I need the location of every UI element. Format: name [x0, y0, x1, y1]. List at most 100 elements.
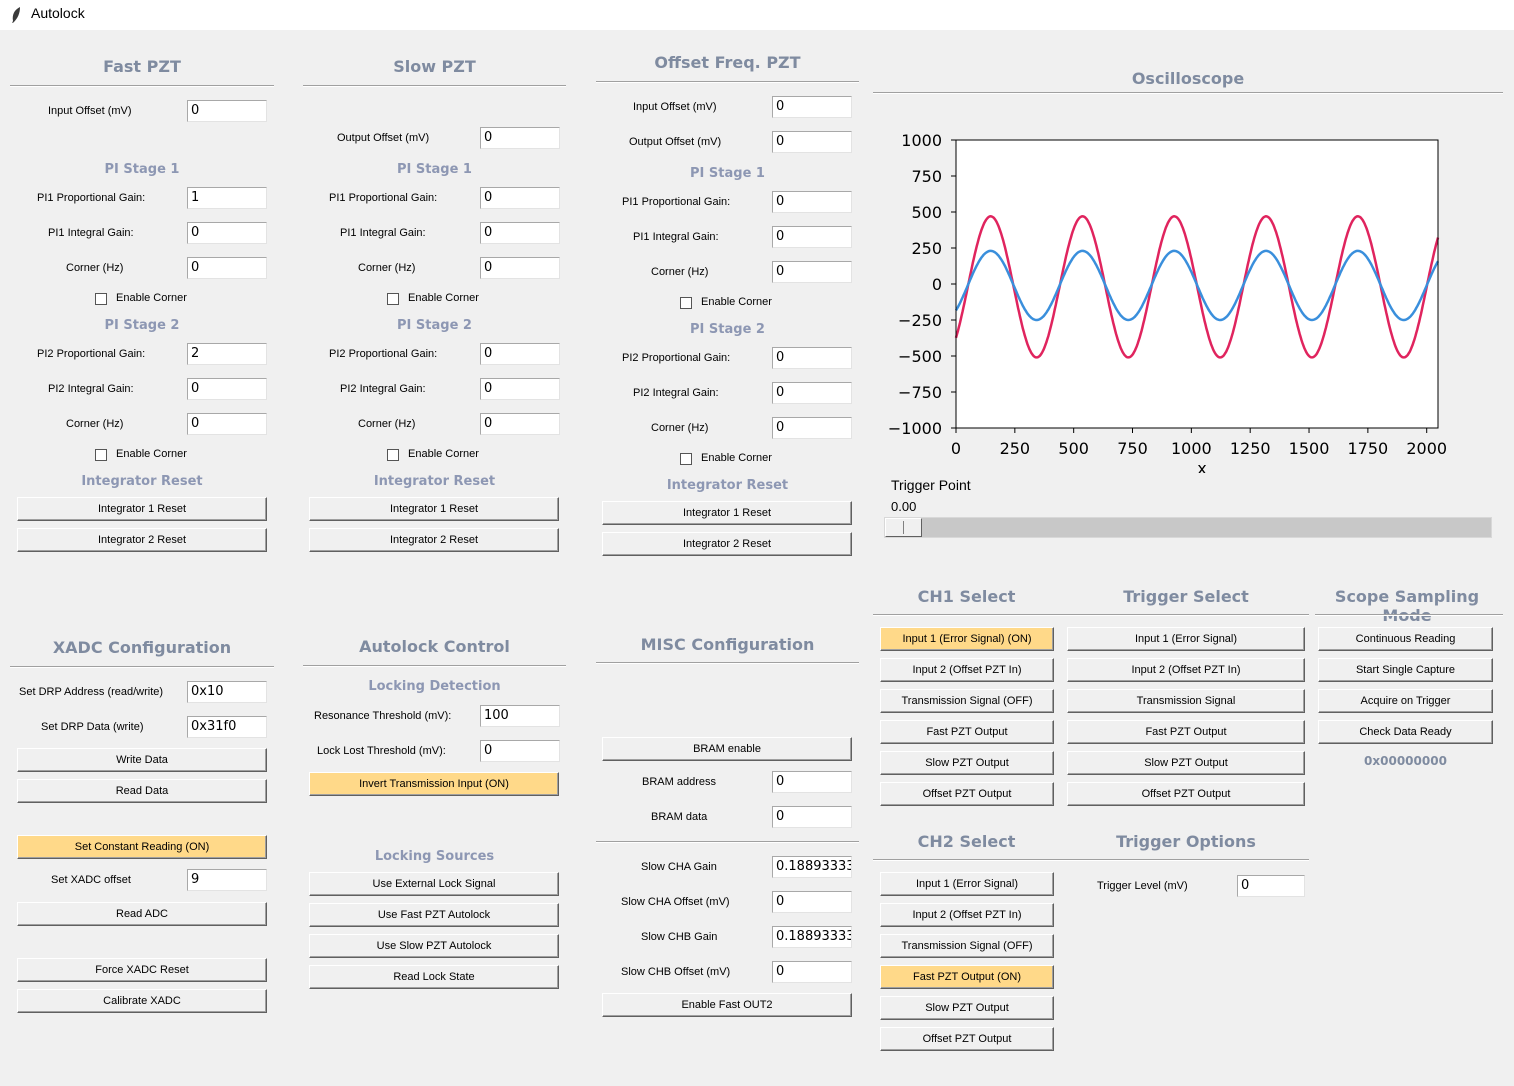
enable-fast-out2-button[interactable]: Enable Fast OUT2 — [602, 993, 852, 1017]
ch1-trigger-divider — [873, 614, 1309, 616]
fast-pzt-title: Fast PZT — [103, 57, 181, 76]
ch2-slow-pzt-button[interactable]: Slow PZT Output — [880, 996, 1054, 1020]
slow-cha-offset-input[interactable]: 0 — [772, 891, 852, 913]
scope-mode-title: Scope Sampling Mode — [1334, 587, 1480, 625]
offset-pi2-enable-corner-checkbox[interactable] — [680, 453, 692, 465]
slow-integrator1-reset-button[interactable]: Integrator 1 Reset — [309, 497, 559, 521]
ch1-transmission-button[interactable]: Transmission Signal (OFF) — [880, 689, 1054, 713]
offset-pi2-corner-input[interactable]: 0 — [772, 417, 852, 439]
fast-pi2-int-input[interactable]: 0 — [187, 378, 267, 400]
bram-address-input[interactable]: 0 — [772, 771, 852, 793]
bram-data-input[interactable]: 0 — [772, 806, 852, 828]
ch2-fast-pzt-button[interactable]: Fast PZT Output (ON) — [880, 965, 1054, 989]
fast-pi2-enable-corner-checkbox[interactable] — [95, 449, 107, 461]
start-single-capture-button[interactable]: Start Single Capture — [1318, 658, 1493, 682]
slow-pi2-int-input[interactable]: 0 — [480, 378, 560, 400]
trigger-level-input[interactable]: 0 — [1237, 875, 1305, 897]
drp-address-input[interactable]: 0x10 — [187, 681, 267, 703]
read-adc-button[interactable]: Read ADC — [17, 902, 267, 926]
x-tick-label: 1750 — [1348, 439, 1389, 458]
offset-pi1-int-input[interactable]: 0 — [772, 226, 852, 248]
trigger-input1-button[interactable]: Input 1 (Error Signal) — [1067, 627, 1305, 651]
ch1-offset-pzt-button[interactable]: Offset PZT Output — [880, 782, 1054, 806]
slow-cha-gain-input[interactable]: 0.188933333 — [772, 856, 852, 878]
fast-pi2-corner-input[interactable]: 0 — [187, 413, 267, 435]
continuous-reading-button[interactable]: Continuous Reading — [1318, 627, 1493, 651]
ch1-input2-button[interactable]: Input 2 (Offset PZT In) — [880, 658, 1054, 682]
slow-pi1-prop-input[interactable]: 0 — [480, 187, 560, 209]
offset-integrator2-reset-button[interactable]: Integrator 2 Reset — [602, 532, 852, 556]
force-xadc-reset-button[interactable]: Force XADC Reset — [17, 958, 267, 982]
offset-output-offset-input[interactable]: 0 — [772, 131, 852, 153]
acquire-on-trigger-button[interactable]: Acquire on Trigger — [1318, 689, 1493, 713]
offset-input-offset-input[interactable]: 0 — [772, 96, 852, 118]
fast-pi1-int-input[interactable]: 0 — [187, 222, 267, 244]
write-data-button[interactable]: Write Data — [17, 748, 267, 772]
slow-pi1-enable-corner-checkbox[interactable] — [387, 293, 399, 305]
check-data-ready-button[interactable]: Check Data Ready — [1318, 720, 1493, 744]
trigger-fast-pzt-button[interactable]: Fast PZT Output — [1067, 720, 1305, 744]
slow-output-offset-input[interactable]: 0 — [480, 127, 560, 149]
fast-pi1-prop-input[interactable]: 1 — [187, 187, 267, 209]
slow-pi2-corner-input[interactable]: 0 — [480, 413, 560, 435]
ch2-offset-pzt-button[interactable]: Offset PZT Output — [880, 1027, 1054, 1051]
x-tick-label: 2000 — [1406, 439, 1447, 458]
slow-pi2-prop-input[interactable]: 0 — [480, 343, 560, 365]
fast-input-offset-input[interactable]: 0 — [187, 100, 267, 122]
ch1-input1-button[interactable]: Input 1 (Error Signal) (ON) — [880, 627, 1054, 651]
trigger-point-slider[interactable] — [884, 517, 1492, 538]
use-slow-pzt-autolock-button[interactable]: Use Slow PZT Autolock — [309, 934, 559, 958]
slow-pi1-int-input[interactable]: 0 — [480, 222, 560, 244]
drp-address-label: Set DRP Address (read/write) — [19, 686, 164, 698]
ch2-input2-button[interactable]: Input 2 (Offset PZT In) — [880, 903, 1054, 927]
use-external-lock-button[interactable]: Use External Lock Signal — [309, 872, 559, 896]
fast-pi2-int-label: PI2 Integral Gain: — [48, 383, 134, 395]
trigger-slow-pzt-button[interactable]: Slow PZT Output — [1067, 751, 1305, 775]
fast-pi2-prop-input[interactable]: 2 — [187, 343, 267, 365]
slow-integrator2-reset-button[interactable]: Integrator 2 Reset — [309, 528, 559, 552]
slow-pi1-int-label: PI1 Integral Gain: — [340, 227, 426, 239]
trigger-slider-handle[interactable] — [885, 518, 922, 537]
misc-divider — [596, 662, 859, 664]
offset-pi1-enable-corner-checkbox[interactable] — [680, 297, 692, 309]
offset-integrator1-reset-button[interactable]: Integrator 1 Reset — [602, 501, 852, 525]
drp-data-input[interactable]: 0x31f0 — [187, 716, 267, 738]
trigger-input2-button[interactable]: Input 2 (Offset PZT In) — [1067, 658, 1305, 682]
slow-chb-offset-input[interactable]: 0 — [772, 961, 852, 983]
slow-chb-gain-input[interactable]: 0.188933333 — [772, 926, 852, 948]
ch2-select-title: CH2 Select — [917, 832, 1016, 851]
fast-pi1-enable-corner-checkbox[interactable] — [95, 293, 107, 305]
trigger-options-title: Trigger Options — [1116, 832, 1256, 851]
x-tick-label: 500 — [1058, 439, 1089, 458]
xadc-offset-input[interactable]: 9 — [187, 869, 267, 891]
misc-title: MISC Configuration — [640, 635, 815, 654]
offset-pi1-corner-input[interactable]: 0 — [772, 261, 852, 283]
resonance-threshold-label: Resonance Threshold (mV): — [314, 710, 452, 722]
invert-transmission-button[interactable]: Invert Transmission Input (ON) — [309, 772, 559, 796]
offset-pi2-prop-input[interactable]: 0 — [772, 347, 852, 369]
ch2-transmission-button[interactable]: Transmission Signal (OFF) — [880, 934, 1054, 958]
calibrate-xadc-button[interactable]: Calibrate XADC — [17, 989, 267, 1013]
read-lock-state-button[interactable]: Read Lock State — [309, 965, 559, 989]
offset-pi2-int-input[interactable]: 0 — [772, 382, 852, 404]
read-data-button[interactable]: Read Data — [17, 779, 267, 803]
offset-pi1-prop-input[interactable]: 0 — [772, 191, 852, 213]
ch1-fast-pzt-button[interactable]: Fast PZT Output — [880, 720, 1054, 744]
series-line-2 — [954, 249, 1440, 322]
resonance-threshold-input[interactable]: 100 — [480, 705, 560, 727]
lock-lost-threshold-input[interactable]: 0 — [480, 740, 560, 762]
slow-pi1-corner-input[interactable]: 0 — [480, 257, 560, 279]
ch1-slow-pzt-button[interactable]: Slow PZT Output — [880, 751, 1054, 775]
bram-enable-button[interactable]: BRAM enable — [602, 737, 852, 761]
slow-pi2-enable-corner-checkbox[interactable] — [387, 449, 399, 461]
use-fast-pzt-autolock-button[interactable]: Use Fast PZT Autolock — [309, 903, 559, 927]
slow-pi1-title: PI Stage 1 — [397, 162, 472, 177]
fast-pi1-corner-input[interactable]: 0 — [187, 257, 267, 279]
fast-integrator2-reset-button[interactable]: Integrator 2 Reset — [17, 528, 267, 552]
set-constant-reading-button[interactable]: Set Constant Reading (ON) — [17, 835, 267, 859]
slow-cha-offset-label: Slow CHA Offset (mV) — [621, 896, 730, 908]
trigger-offset-pzt-button[interactable]: Offset PZT Output — [1067, 782, 1305, 806]
ch2-input1-button[interactable]: Input 1 (Error Signal) — [880, 872, 1054, 896]
trigger-transmission-button[interactable]: Transmission Signal — [1067, 689, 1305, 713]
fast-integrator1-reset-button[interactable]: Integrator 1 Reset — [17, 497, 267, 521]
